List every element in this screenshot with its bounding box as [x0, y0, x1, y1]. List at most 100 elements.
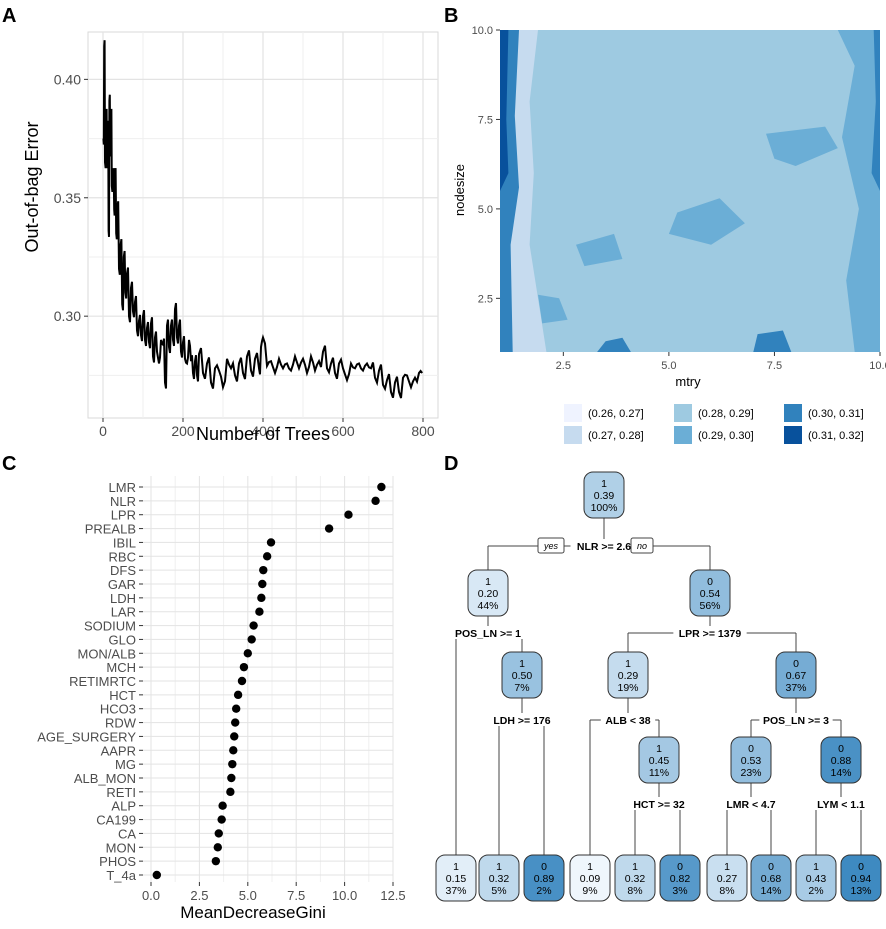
c-category-label: ALP — [111, 799, 136, 814]
tree-node-pct: 2% — [808, 885, 823, 897]
panel-c-xlabel: MeanDecreaseGini — [180, 903, 326, 922]
tree-node-class: 1 — [453, 861, 459, 873]
tree-node-pct: 19% — [617, 682, 638, 694]
tree-node-prob: 0.32 — [625, 873, 646, 885]
tree-node-prob: 0.68 — [761, 873, 782, 885]
tree-node-class: 0 — [677, 861, 683, 873]
tree-node-leaf9: 10.432% — [795, 854, 837, 902]
tree-node-prob: 0.09 — [580, 873, 601, 885]
tree-node-pct: 14% — [830, 767, 851, 779]
split-label-bg — [628, 797, 690, 810]
a-ytick-label: 0.40 — [54, 71, 81, 87]
tree-node-prob: 0.88 — [831, 755, 852, 767]
tree-node-class: 0 — [838, 743, 844, 755]
tree-node-box — [730, 736, 772, 784]
legend-label: (0.29, 0.30] — [698, 430, 754, 442]
tree-node-prob: 0.20 — [478, 588, 499, 600]
c-xtick-label: 12.5 — [380, 888, 405, 903]
c-xtick-label: 5.0 — [239, 888, 257, 903]
tree-node-pct: 37% — [445, 885, 466, 897]
c-point — [214, 829, 223, 838]
panel-a-axes: 0 200 400 600 800 0.30 0.35 0.40 — [54, 71, 435, 439]
split-label: LYM < 1.1 — [817, 799, 865, 811]
b-xtick-label: 2.5 — [556, 360, 571, 372]
split-label: LPR >= 1379 — [679, 628, 742, 640]
c-category-label: GLO — [109, 632, 136, 647]
contour-region-10 — [576, 233, 623, 267]
c-point — [377, 482, 386, 492]
panel-b-xlabel: mtry — [675, 374, 701, 389]
c-category-label: PHOS — [99, 854, 136, 869]
tree-node-box — [467, 569, 509, 617]
c-point — [324, 524, 334, 533]
tree-node-class: 0 — [541, 861, 547, 873]
tree-node-prob: 0.53 — [741, 755, 762, 767]
contour-region-15 — [753, 330, 792, 352]
legend-swatch — [674, 426, 692, 444]
a-xtick-label: 600 — [331, 423, 355, 439]
c-point — [344, 510, 353, 519]
tree-node-box — [478, 854, 520, 902]
c-point — [258, 579, 267, 589]
a-xtick-label: 400 — [251, 423, 275, 439]
contour-region-4 — [567, 144, 648, 202]
tree-node-prob: 0.89 — [534, 873, 555, 885]
tree-node-class: 1 — [656, 743, 662, 755]
c-xtick-label: 7.5 — [287, 888, 305, 903]
c-point — [243, 649, 252, 658]
panel-a-xlabel: Number of Trees — [196, 424, 330, 444]
b-xtick-label: 5.0 — [661, 360, 676, 372]
tree-node-class: 1 — [724, 861, 730, 873]
c-point — [226, 787, 235, 797]
b-xtick-label: 7.5 — [767, 360, 782, 372]
panel-a-oob-chart: 0 200 400 600 800 0.30 0.35 0.40 Number of Tree… — [22, 31, 439, 444]
c-category-label: RBC — [109, 549, 136, 564]
tree-node-class: 1 — [519, 658, 525, 670]
tree-node-class: 0 — [707, 576, 713, 588]
tree-node-pct: 44% — [477, 600, 498, 612]
contour-region-11 — [538, 294, 568, 324]
a-ytick-label: 0.35 — [54, 190, 81, 206]
tree-node-prob: 0.15 — [446, 873, 467, 885]
tree-node-box — [569, 854, 611, 902]
contour-region-2 — [685, 47, 750, 88]
c-category-label: T_4a — [106, 868, 136, 883]
contour-region-6 — [550, 262, 830, 342]
c-point — [239, 662, 249, 672]
c-point — [229, 746, 238, 755]
tree-node-box — [750, 854, 792, 902]
panel-b-contour-regions — [500, 30, 880, 352]
split-label-bg — [451, 626, 525, 639]
panel-c-gridlines — [143, 476, 394, 882]
c-category-label: LPR — [111, 508, 136, 523]
legend-label: (0.31, 0.32] — [808, 430, 864, 442]
split-label: LDH >= 176 — [493, 715, 550, 727]
c-point — [227, 773, 236, 783]
b-ytick-label: 7.5 — [478, 114, 493, 126]
legend-label: (0.30, 0.31] — [808, 408, 864, 420]
tree-node-class: 0 — [748, 743, 754, 755]
oob-error-line — [102, 40, 423, 399]
c-category-label: AGE_SURGERY — [37, 729, 136, 744]
tree-node-class: 0 — [768, 861, 774, 873]
panel-a-ylabel: Out-of-bag Error — [22, 121, 42, 252]
tree-node-box — [795, 854, 837, 902]
legend-label: (0.26, 0.27] — [588, 408, 644, 420]
split-label: LMR < 4.7 — [726, 799, 775, 811]
split-label: NLR >= 2.6 — [577, 541, 631, 553]
tree-node-pct: 11% — [649, 767, 669, 779]
split-label-bg — [600, 713, 656, 726]
contour-region-8 — [766, 126, 838, 166]
split-label: POS_LN >= 1 — [455, 628, 521, 640]
panel-label-d: D — [444, 453, 458, 475]
tree-node-box — [607, 651, 649, 699]
panel-a-gridlines — [88, 32, 438, 418]
